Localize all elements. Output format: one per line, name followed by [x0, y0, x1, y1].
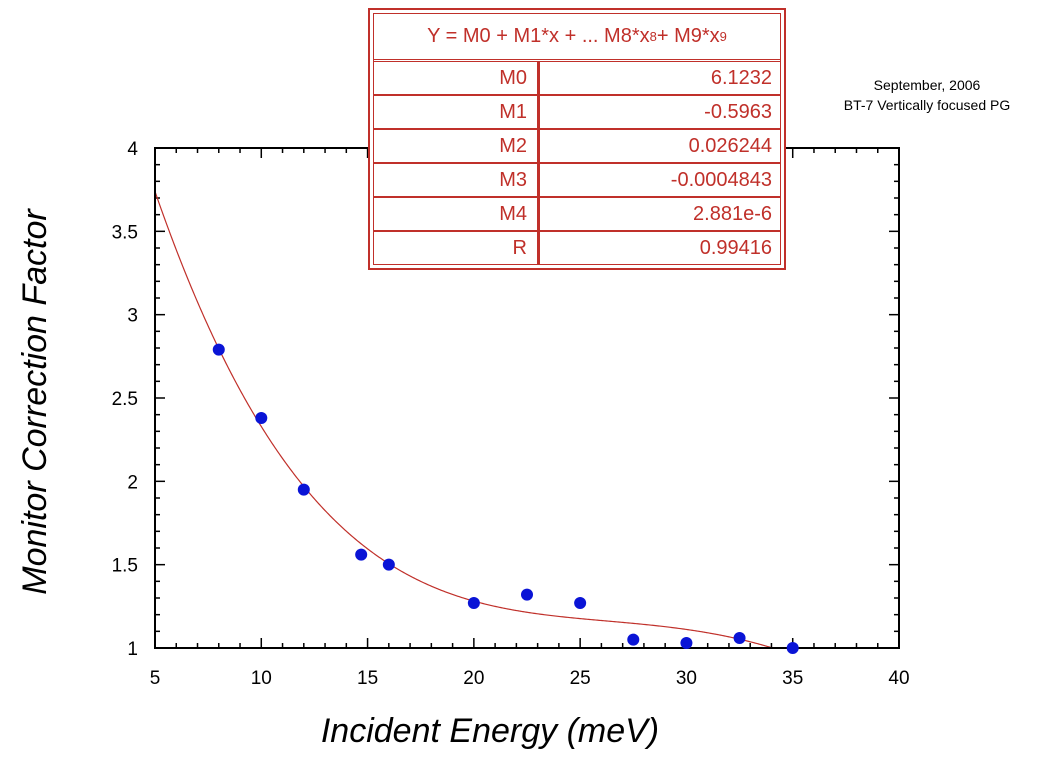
fit-param-name: M2 [374, 130, 540, 162]
fit-equation-mid: + M9*x [656, 25, 720, 47]
fit-param-value: -0.5963 [704, 100, 772, 123]
fit-param-name: M1 [374, 96, 540, 128]
fit-row-m2: M2 0.026244 [374, 130, 780, 164]
fit-param-name: R [374, 232, 540, 264]
annotation-instrument: BT-7 Vertically focused PG [844, 97, 1011, 113]
fit-param-name: M3 [374, 164, 540, 196]
x-tick-label: 25 [570, 668, 591, 689]
data-point [355, 548, 368, 561]
fit-param-value: -0.0004843 [670, 168, 772, 191]
annotation-date: September, 2006 [874, 77, 981, 93]
x-axis-title: Incident Energy (meV) [321, 712, 659, 750]
fit-row-r: R 0.99416 [374, 232, 780, 264]
y-tick-label: 3 [127, 306, 138, 327]
fit-param-name: M0 [374, 62, 540, 94]
x-tick-label: 35 [782, 668, 803, 689]
x-tick-label: 15 [357, 668, 378, 689]
x-tick-label: 30 [676, 668, 697, 689]
y-tick-label: 2.5 [112, 389, 138, 410]
fit-param-value: 2.881e-6 [693, 202, 772, 225]
data-point [786, 642, 799, 654]
fit-parameters-table: Y = M0 + M1*x + ... M8*x 8 + M9*x 9 M0 6.1… [368, 8, 786, 270]
fit-param-value: 6.1232 [710, 66, 772, 89]
data-point [627, 633, 640, 646]
x-tick-labels: 5 10 15 20 25 30 35 40 [150, 668, 910, 689]
fit-row-m0: M0 6.1232 [374, 62, 780, 96]
x-tick-label: 5 [150, 668, 161, 689]
y-tick-label: 4 [127, 139, 138, 160]
fit-row-m3: M3 -0.0004843 [374, 164, 780, 198]
data-points [212, 343, 799, 654]
x-tick-label: 40 [888, 668, 909, 689]
y-tick-label: 1.5 [112, 556, 138, 577]
fit-row-m1: M1 -0.5963 [374, 96, 780, 130]
y-tick-labels: 1 1.5 2 2.5 3 3.5 4 [112, 139, 139, 660]
x-tick-label: 20 [463, 668, 484, 689]
fit-equation-main: Y = M0 + M1*x + ... M8*x [427, 25, 650, 47]
fit-param-value: 0.026244 [688, 134, 772, 157]
y-tick-label: 3.5 [112, 222, 138, 243]
data-point [297, 483, 310, 496]
data-point [467, 597, 480, 609]
data-point [382, 558, 395, 571]
data-point [574, 597, 587, 609]
y-tick-label: 2 [127, 472, 138, 493]
data-point [255, 412, 268, 424]
fit-param-name: M4 [374, 198, 540, 230]
x-tick-label: 10 [251, 668, 272, 689]
data-point [521, 588, 533, 601]
fit-row-m4: M4 2.881e-6 [374, 198, 780, 232]
fit-param-value: 0.99416 [699, 236, 772, 259]
data-point [733, 632, 746, 644]
y-tick-label: 1 [127, 639, 138, 660]
fit-equation: Y = M0 + M1*x + ... M8*x 8 + M9*x 9 [374, 14, 780, 62]
data-point [680, 637, 693, 649]
y-axis-title: Monitor Correction Factor [16, 208, 54, 595]
data-point [212, 343, 225, 356]
